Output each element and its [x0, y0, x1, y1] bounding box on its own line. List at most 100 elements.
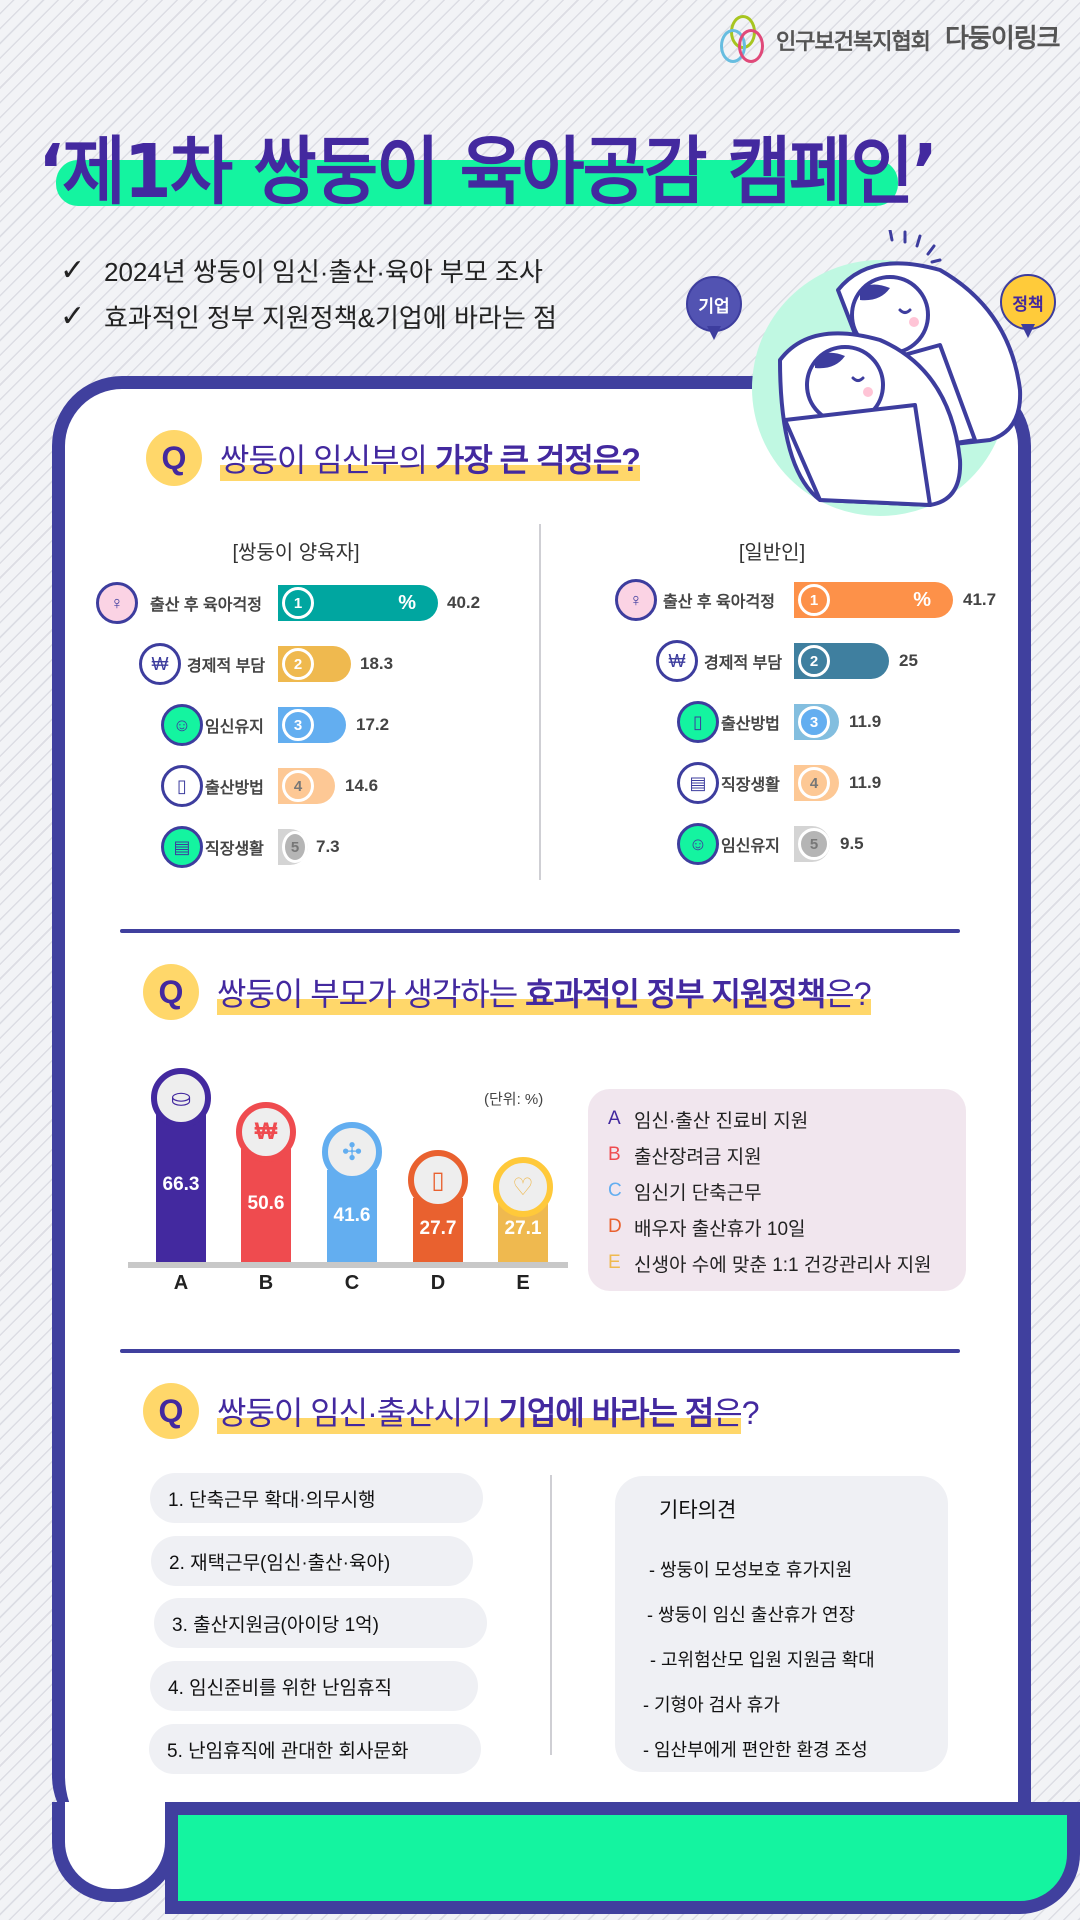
x-label: E [516, 1272, 530, 1294]
opinion-item: - 쌍둥이 모성보호 휴가지원 [649, 1559, 853, 1580]
column-bar-b: 50.6 [241, 1149, 291, 1262]
baby-face-icon: ☺ [677, 823, 719, 865]
door-icon: ▯ [161, 765, 203, 807]
bar-value: 11.9 [849, 773, 882, 792]
section3-question: Q 쌍둥이 임신·출산시기 기업에 바라는 점은? [143, 1383, 760, 1439]
section1-question: Q 쌍둥이 임신부의 가장 큰 걱정은? [146, 430, 641, 486]
money-bag-icon: ₩ [656, 640, 698, 682]
question-text: 쌍둥이 부모가 생각하는 효과적인 정부 지원정책은? [217, 969, 872, 1015]
bar-value: 41.7 [963, 590, 997, 609]
opinion-item: - 쌍둥이 임신 출산휴가 연장 [647, 1604, 856, 1625]
column-separator [550, 1475, 552, 1755]
stroller-icon: ⛀ [151, 1068, 211, 1128]
legend-item: B 출산장려금 지원 [608, 1144, 762, 1168]
org-name: 인구보건복지협회 [776, 29, 931, 54]
section-divider [120, 1349, 960, 1353]
bullet-item: ✓ 효과적인 정부 지원정책&기업에 바라는 점 [60, 299, 557, 333]
request-item: 1. 단축근무 확대·의무시행 [150, 1473, 483, 1523]
bullet-item: ✓ 2024년 쌍둥이 임신·출산·육아 부모 조사 [60, 253, 543, 287]
chart-row: ₩ 경제적 부담 [139, 643, 265, 685]
request-item: 4. 임신준비를 위한 난임휴직 [150, 1661, 478, 1711]
chart-row: ₩ 경제적 부담 [656, 640, 782, 682]
chart-bar: 2 [278, 646, 351, 682]
cash-icon: ▤ [677, 762, 719, 804]
column-separator [539, 524, 541, 880]
baby-bottle-icon: ▯ [408, 1150, 468, 1210]
other-opinions-box: 기타의견 - 쌍둥이 모성보호 휴가지원 - 쌍둥이 임신 출산휴가 연장 - … [615, 1476, 948, 1772]
legend-item: A 임신·출산 진료비 지원 [608, 1108, 809, 1132]
q-badge: Q [146, 430, 202, 486]
x-label: A [173, 1272, 189, 1294]
chart-bar: 3 [278, 707, 346, 743]
chart-baseline [128, 1262, 568, 1268]
legend-item: C 임신기 단축근무 [608, 1180, 762, 1204]
subtitle-bullets: ✓ 2024년 쌍둥이 임신·출산·육아 부모 조사 ✓ 효과적인 정부 지원정… [60, 247, 557, 339]
chart-bar: 3 [794, 704, 839, 740]
request-item: 3. 출산지원금(아이당 1억) [154, 1598, 487, 1648]
bar-value: 11.9 [849, 712, 882, 731]
bar-value: 9.5 [840, 834, 864, 853]
x-label: B [258, 1272, 274, 1294]
left-column-title: [쌍둥이 양육자] [232, 542, 360, 564]
title-highlight [56, 160, 898, 206]
bar-value: 17.2 [356, 715, 390, 734]
baby-face-icon: ☺ [161, 704, 203, 746]
x-label: D [430, 1272, 446, 1294]
chart-bar: 2 [794, 643, 889, 679]
chart-row: ☺ 임신유지 [161, 704, 264, 746]
right-column-title: [일반인] [738, 542, 806, 564]
legend-item: E 신생아 수에 맞춘 1:1 건강관리사 지원 [608, 1252, 932, 1276]
question-text: 쌍둥이 임신부의 가장 큰 걱정은? [220, 435, 641, 481]
legend-item: D 배우자 출산휴가 10일 [608, 1216, 806, 1240]
cash-icon: ▤ [161, 826, 203, 868]
bar-value: 18.3 [360, 654, 394, 673]
pregnant-icon: ♀ [615, 579, 657, 621]
chart-bar: 4 [794, 765, 839, 801]
chart-legend: A 임신·출산 진료비 지원 B 출산장려금 지원 C 임신기 단축근무 D 배우자 출… [588, 1089, 966, 1291]
chart-row: ♀ 출산 후 육아걱정 [96, 582, 262, 624]
puzzle-icon: ✣ [322, 1122, 382, 1182]
q-badge: Q [143, 964, 199, 1020]
bar-value: 40.2 [447, 593, 481, 612]
chart-row: ▯ 출산방법 [677, 701, 780, 743]
chart-bar: 1% [794, 582, 953, 618]
twin-babies-illustration: 기업 정책 [686, 228, 1060, 530]
bubble-company: 기업 [686, 276, 742, 340]
unit-label: (단위: %) [484, 1091, 544, 1108]
chart-bar: 5 [794, 826, 830, 862]
rings-logo-icon [720, 15, 768, 65]
gift-box-icon: ♡ [493, 1157, 553, 1217]
other-opinions-title: 기타의견 [659, 1499, 737, 1522]
page-title: ‘제1차 쌍둥이 육아공감 캠페인’ [38, 129, 938, 215]
check-icon: ✓ [60, 299, 86, 333]
campaign-logo: 다둥이링크 [945, 23, 1061, 53]
chart-bar: 4 [278, 768, 335, 804]
opinion-item: - 임산부에게 편안한 환경 조성 [643, 1739, 868, 1760]
bar-value: 25 [899, 651, 918, 670]
q-badge: Q [143, 1383, 199, 1439]
x-label: C [344, 1272, 360, 1294]
chart-row: ♀ 출산 후 육아걱정 [615, 579, 775, 621]
won-icon: ₩ [236, 1102, 296, 1162]
bar-value: 7.3 [316, 837, 340, 856]
opinion-item: - 기형아 검사 휴가 [643, 1694, 780, 1715]
door-icon: ▯ [677, 701, 719, 743]
pregnant-icon: ♀ [96, 582, 138, 624]
check-icon: ✓ [60, 253, 86, 287]
bar-value: 14.6 [345, 776, 379, 795]
chart-bar: 1% [278, 585, 438, 621]
money-bag-icon: ₩ [139, 643, 181, 685]
twin-babies-icon [752, 228, 1023, 516]
org-logo: 인구보건복지협회 [720, 12, 931, 68]
chart-row: ☺ 임신유지 [677, 823, 780, 865]
request-item: 2. 재택근무(임신·출산·육아) [151, 1536, 473, 1586]
question-text: 쌍둥이 임신·출산시기 기업에 바라는 점은? [217, 1388, 760, 1434]
scroll-curl [52, 1802, 178, 1902]
chart-row: ▤ 직장생활 [161, 826, 264, 868]
bubble-policy: 정책 [1000, 274, 1056, 338]
column-bar-c: 41.6 [327, 1170, 377, 1262]
section2-question: Q 쌍둥이 부모가 생각하는 효과적인 정부 지원정책은? [143, 964, 872, 1020]
chart-bar: 5 [278, 829, 308, 865]
request-item: 5. 난임휴직에 관대한 회사문화 [149, 1724, 481, 1774]
section-divider [120, 929, 960, 933]
